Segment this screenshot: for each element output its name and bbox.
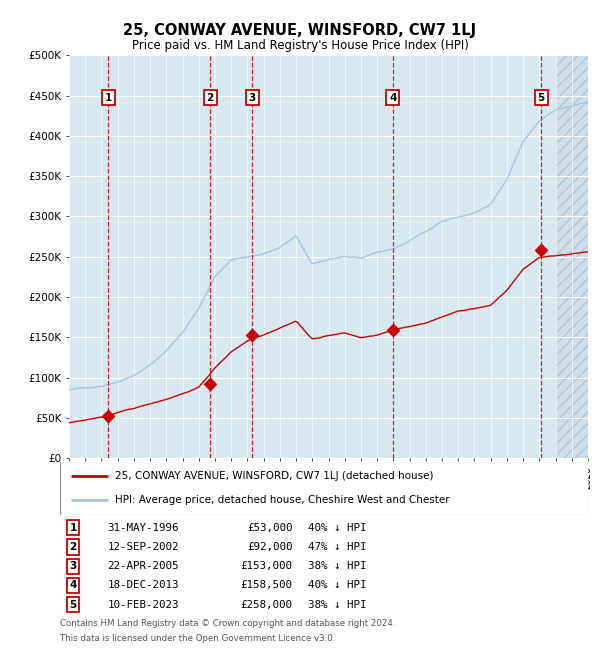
Text: 25, CONWAY AVENUE, WINSFORD, CW7 1LJ (detached house): 25, CONWAY AVENUE, WINSFORD, CW7 1LJ (de… xyxy=(115,471,434,481)
Text: £92,000: £92,000 xyxy=(247,542,292,552)
Text: 5: 5 xyxy=(70,600,77,610)
Bar xyxy=(556,55,588,458)
Text: Contains HM Land Registry data © Crown copyright and database right 2024.: Contains HM Land Registry data © Crown c… xyxy=(60,619,395,628)
Text: 38% ↓ HPI: 38% ↓ HPI xyxy=(308,561,367,571)
Text: 1: 1 xyxy=(70,523,77,532)
Text: £53,000: £53,000 xyxy=(247,523,292,532)
Bar xyxy=(556,55,588,458)
Text: £153,000: £153,000 xyxy=(241,561,292,571)
Text: 2: 2 xyxy=(70,542,77,552)
Text: HPI: Average price, detached house, Cheshire West and Chester: HPI: Average price, detached house, Ches… xyxy=(115,495,450,505)
Text: 38% ↓ HPI: 38% ↓ HPI xyxy=(308,600,367,610)
Text: £258,000: £258,000 xyxy=(241,600,292,610)
Text: 3: 3 xyxy=(70,561,77,571)
Text: 2: 2 xyxy=(206,92,214,103)
Text: 5: 5 xyxy=(538,92,545,103)
Text: 22-APR-2005: 22-APR-2005 xyxy=(107,561,179,571)
Text: This data is licensed under the Open Government Licence v3.0.: This data is licensed under the Open Gov… xyxy=(60,634,335,643)
Text: 31-MAY-1996: 31-MAY-1996 xyxy=(107,523,179,532)
Text: £158,500: £158,500 xyxy=(241,580,292,590)
Text: 4: 4 xyxy=(389,92,397,103)
Text: 40% ↓ HPI: 40% ↓ HPI xyxy=(308,523,367,532)
Text: 10-FEB-2023: 10-FEB-2023 xyxy=(107,600,179,610)
Text: Price paid vs. HM Land Registry's House Price Index (HPI): Price paid vs. HM Land Registry's House … xyxy=(131,39,469,52)
Text: 25, CONWAY AVENUE, WINSFORD, CW7 1LJ: 25, CONWAY AVENUE, WINSFORD, CW7 1LJ xyxy=(124,23,476,38)
Text: 18-DEC-2013: 18-DEC-2013 xyxy=(107,580,179,590)
Text: 12-SEP-2002: 12-SEP-2002 xyxy=(107,542,179,552)
Text: 4: 4 xyxy=(70,580,77,590)
Text: 1: 1 xyxy=(104,92,112,103)
Text: 47% ↓ HPI: 47% ↓ HPI xyxy=(308,542,367,552)
Text: 3: 3 xyxy=(248,92,256,103)
Text: 40% ↓ HPI: 40% ↓ HPI xyxy=(308,580,367,590)
